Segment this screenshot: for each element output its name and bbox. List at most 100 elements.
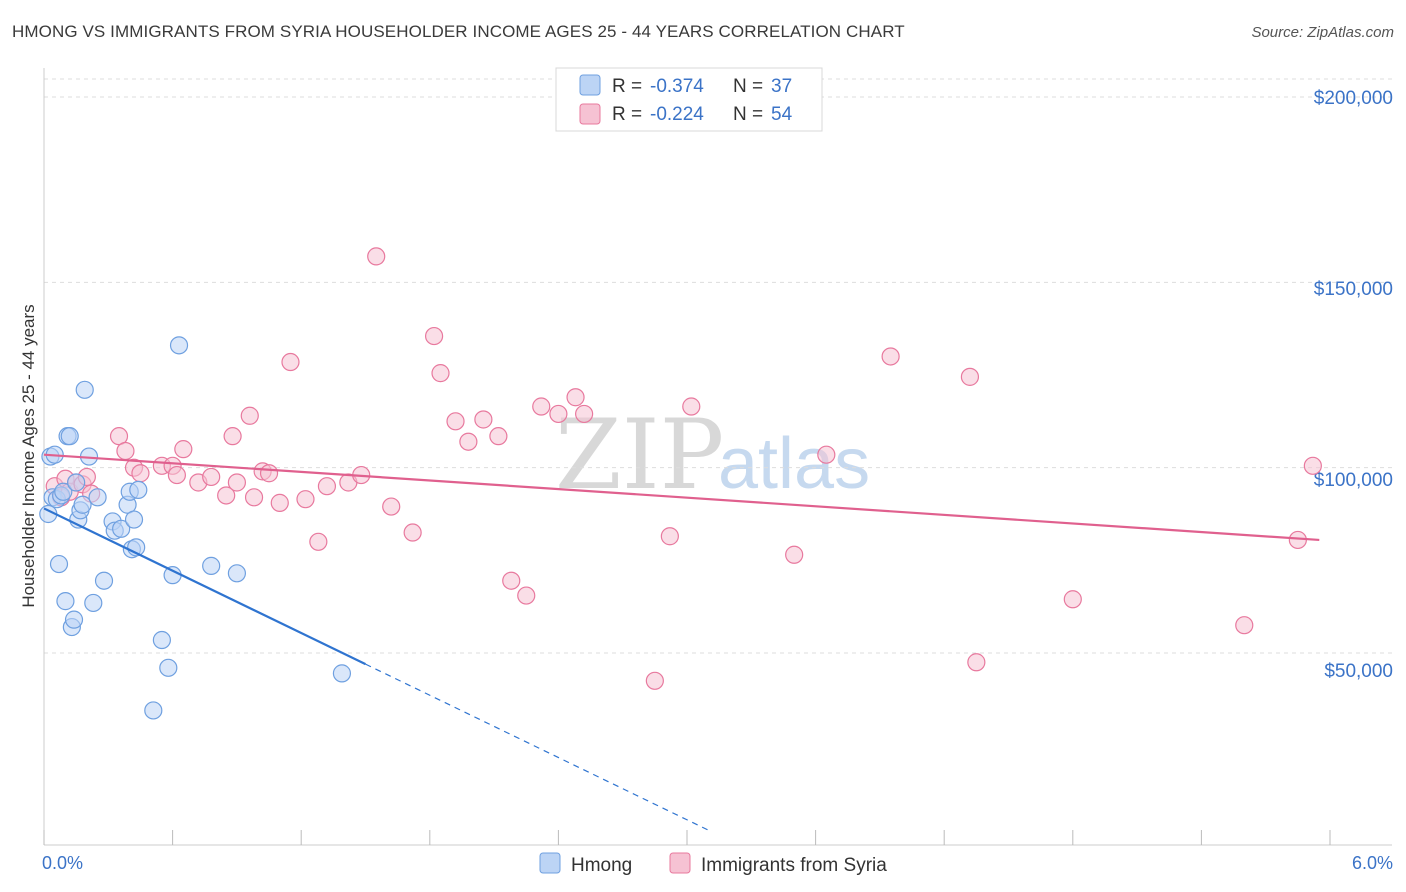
point-syria-15 — [174, 440, 193, 459]
point-syria-27 — [296, 490, 315, 509]
point-hmong-34 — [163, 566, 182, 585]
point-syria-29 — [317, 477, 337, 496]
point-hmong-33 — [159, 658, 178, 677]
y-tick-label-50000: $50,000 — [1324, 661, 1393, 682]
point-syria-11 — [131, 464, 150, 483]
point-syria-21 — [240, 406, 259, 425]
legend-r-value-syria: -0.224 — [650, 104, 704, 125]
point-syria-32 — [367, 247, 386, 266]
point-syria-54 — [967, 653, 986, 672]
point-hmong-37 — [227, 564, 246, 583]
bottom-legend-swatch-syria — [669, 852, 691, 874]
bottom-legend-swatch-hmong — [539, 852, 561, 874]
point-hmong-8 — [56, 592, 75, 611]
point-hmong-16 — [73, 495, 92, 514]
point-syria-35 — [424, 326, 444, 346]
point-hmong-21 — [94, 571, 114, 590]
trend-line-syria — [43, 453, 1320, 542]
point-syria-56 — [1235, 616, 1254, 635]
point-syria-9 — [116, 441, 135, 461]
point-syria-43 — [532, 397, 551, 416]
legend-n-value-syria: 54 — [771, 104, 793, 125]
watermark-atlas: atlas — [718, 424, 870, 504]
point-hmong-38 — [332, 664, 352, 683]
point-syria-18 — [217, 486, 236, 505]
point-syria-26 — [281, 352, 300, 372]
y-tick-label-100000: $100,000 — [1314, 470, 1393, 491]
point-syria-33 — [382, 497, 401, 516]
point-syria-51 — [817, 445, 836, 464]
point-syria-46 — [575, 404, 594, 424]
chart-title: HMONG VS IMMIGRANTS FROM SYRIA HOUSEHOLD… — [12, 22, 905, 41]
point-syria-42 — [517, 586, 536, 605]
point-syria-55 — [1063, 590, 1082, 609]
point-syria-19 — [223, 427, 242, 446]
point-syria-41 — [502, 571, 521, 590]
point-hmong-17 — [75, 380, 94, 399]
point-syria-47 — [645, 671, 664, 690]
point-syria-28 — [309, 532, 328, 551]
bottom-legend-label-syria: Immigrants from Syria — [701, 855, 887, 876]
trend-lines — [43, 453, 1320, 831]
point-syria-22 — [244, 488, 264, 507]
point-syria-17 — [202, 467, 221, 487]
point-syria-24 — [259, 464, 279, 483]
series-immigrants-from-syria — [45, 247, 1322, 690]
point-hmong-35 — [169, 336, 189, 355]
bottom-legend-label-hmong: Hmong — [571, 855, 632, 876]
point-hmong-26 — [124, 510, 144, 529]
point-syria-36 — [431, 364, 450, 383]
point-syria-20 — [227, 473, 246, 492]
point-hmong-24 — [112, 519, 131, 538]
point-hmong-32 — [152, 630, 171, 650]
y-axis-label: Householder Income Ages 25 - 44 years — [19, 304, 38, 607]
point-hmong-36 — [202, 556, 221, 575]
legend-r-value-hmong: -0.374 — [650, 76, 704, 97]
source-credit: Source: ZipAtlas.com — [1251, 24, 1394, 41]
point-syria-48 — [660, 527, 679, 546]
point-syria-40 — [489, 427, 508, 446]
point-syria-45 — [566, 388, 585, 407]
legend-swatch-syria — [579, 103, 601, 125]
series-legend: Hmong Immigrants from Syria — [539, 852, 887, 876]
stats-legend: R = -0.374 N = 37 R = -0.224 N = 54 — [555, 67, 823, 132]
legend-swatch-hmong — [579, 74, 601, 96]
x-tick-label-max: 6.0% — [1352, 853, 1393, 873]
point-syria-37 — [446, 412, 465, 431]
x-tick-label-min: 0.0% — [42, 853, 83, 873]
y-tick-labels: $200,000 $150,000 $100,000 $50,000 — [1314, 88, 1393, 682]
point-hmong-12 — [64, 610, 84, 629]
trend-line-hmong-extension — [365, 663, 709, 831]
legend-n-value-hmong: 37 — [771, 76, 792, 97]
point-syria-52 — [881, 347, 900, 366]
x-ticks — [43, 830, 1331, 845]
point-hmong-13 — [67, 473, 86, 492]
point-syria-39 — [474, 410, 493, 429]
point-hmong-10 — [60, 427, 79, 446]
point-syria-34 — [403, 523, 422, 542]
trend-line-hmong — [43, 507, 366, 666]
point-hmong-30 — [129, 480, 148, 500]
legend-n-label-hmong: N = — [733, 76, 763, 97]
legend-r-label-hmong: R = — [612, 76, 642, 97]
y-tick-label-150000: $150,000 — [1314, 279, 1393, 300]
point-syria-44 — [549, 404, 568, 424]
point-hmong-5 — [49, 554, 69, 574]
gridlines — [44, 78, 1392, 654]
legend-r-label-syria: R = — [612, 104, 642, 125]
point-syria-49 — [682, 397, 701, 416]
point-hmong-7 — [54, 482, 73, 501]
point-syria-14 — [167, 465, 186, 485]
point-hmong-31 — [144, 701, 163, 720]
point-syria-50 — [785, 545, 804, 564]
point-syria-58 — [1303, 456, 1322, 475]
point-hmong-20 — [88, 488, 107, 507]
point-syria-38 — [459, 432, 478, 451]
point-syria-53 — [960, 367, 980, 386]
watermark: ZIP atlas — [555, 399, 870, 511]
y-tick-label-200000: $200,000 — [1314, 88, 1393, 109]
point-syria-25 — [270, 493, 289, 512]
legend-n-label-syria: N = — [733, 104, 763, 125]
point-hmong-19 — [84, 593, 103, 613]
